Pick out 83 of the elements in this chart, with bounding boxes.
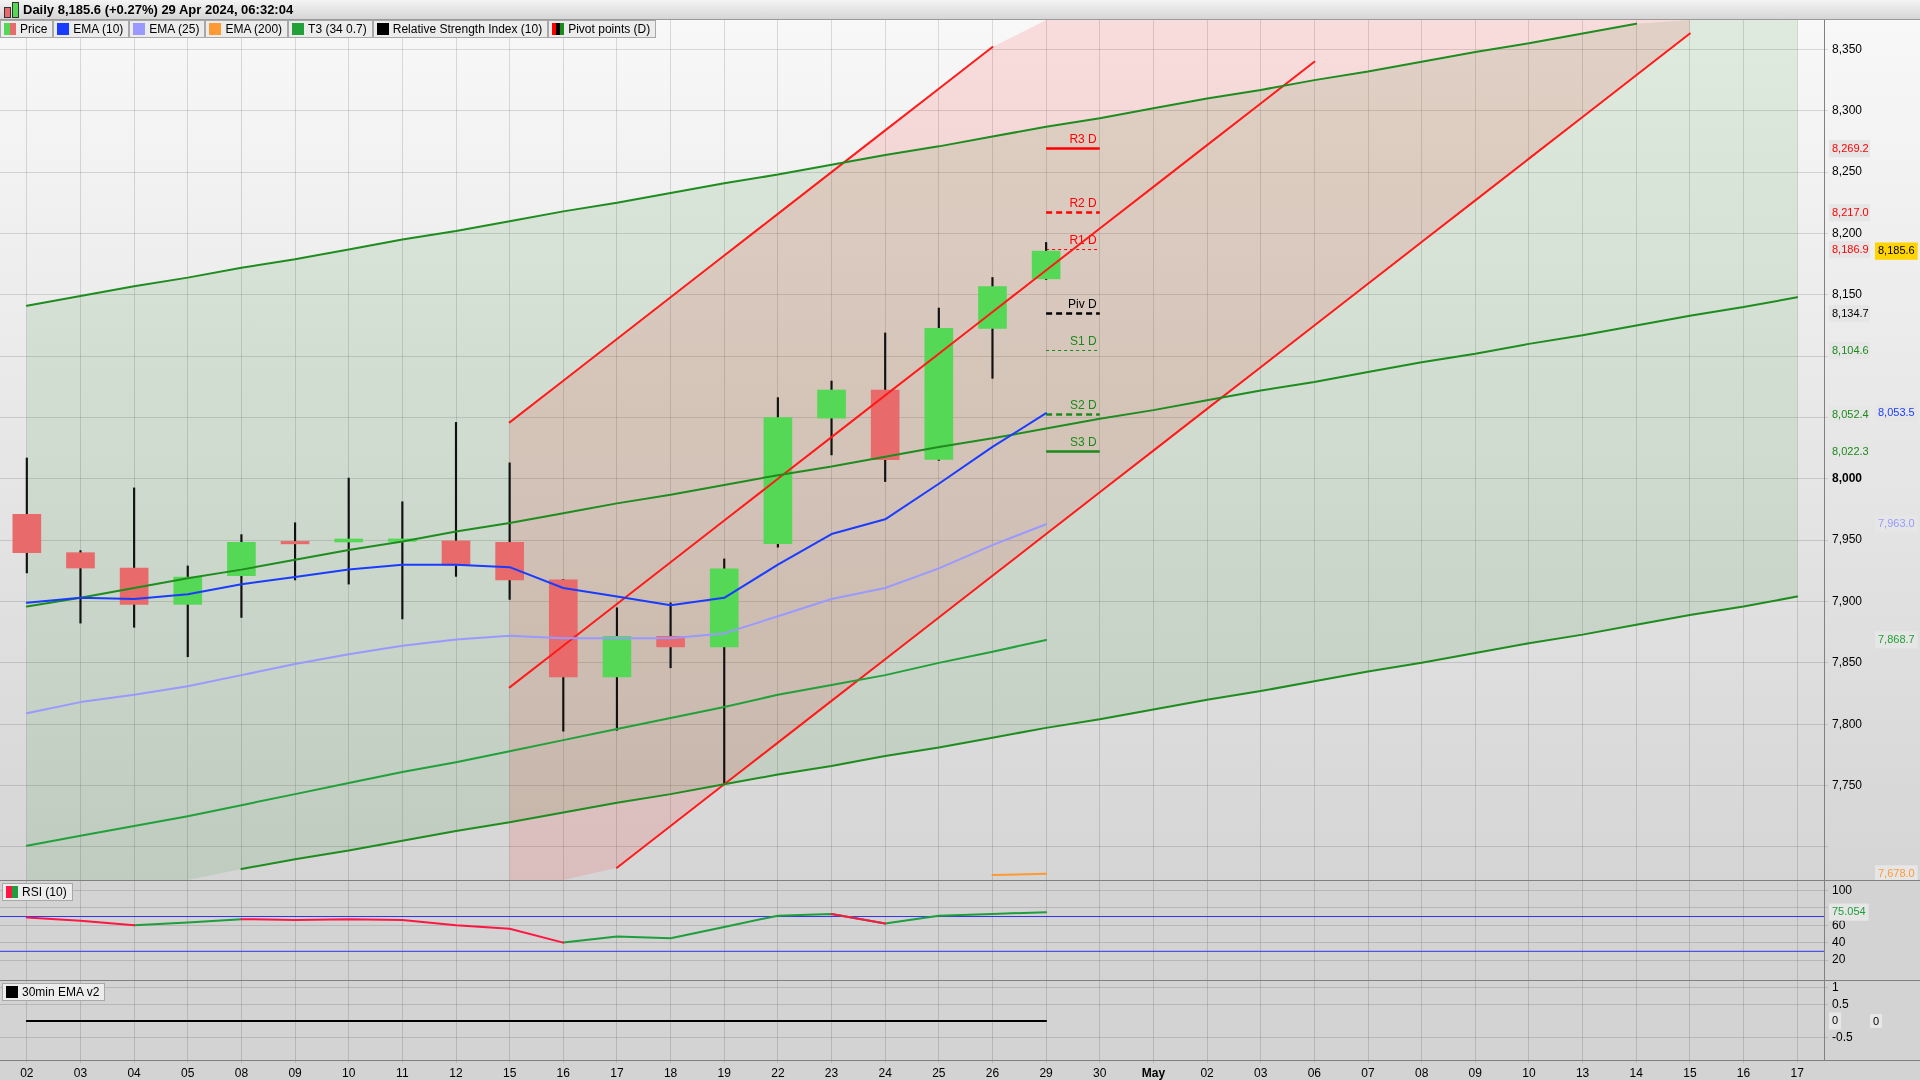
x-tick-label: 17 <box>1790 1065 1805 1080</box>
x-tick-label: 03 <box>1254 1065 1268 1080</box>
annotation: Pivot points (D) <box>548 20 657 38</box>
y-tick-label: -0.5 <box>1832 1030 1853 1045</box>
chart-title: Daily 8,185.6 (+0.27%) 29 Apr 2024, 06:32:04 <box>23 2 294 17</box>
text: 30min EMA v2 <box>2 983 106 1001</box>
y-tick-label: 8,250 <box>1832 164 1863 179</box>
y-tick-label: 8,200 <box>1832 225 1863 240</box>
y2-tick-label: 7,868.7 <box>1878 632 1915 645</box>
x-tick-label: 18 <box>663 1065 678 1080</box>
x-tick-label: 23 <box>824 1065 839 1080</box>
y2-tick-label: 8,185.6 <box>1878 244 1915 257</box>
x-tick-label: 25 <box>932 1065 946 1080</box>
x-tick-label: 04 <box>127 1065 142 1080</box>
y-tick-label: 60 <box>1832 917 1846 932</box>
x-tick-label: 06 <box>1307 1065 1322 1080</box>
x-tick-label: 15 <box>502 1065 517 1080</box>
y-tick-label: 7,800 <box>1832 716 1863 731</box>
x-tick-label: 12 <box>449 1065 463 1080</box>
y-tick-label: 7,950 <box>1832 532 1863 547</box>
x-tick-label: 15 <box>1683 1065 1697 1080</box>
x-tick-label: 03 <box>73 1065 88 1080</box>
x-tick-label: 10 <box>342 1065 356 1080</box>
annotation: Relative Strength Index (10) <box>372 20 549 38</box>
y-tick-label: 8,269.2 <box>1832 141 1869 154</box>
y-tick-label: 1 <box>1832 979 1839 994</box>
ref-line-label: Piv D <box>1068 296 1098 311</box>
y-tick-label: 0.5 <box>1832 996 1850 1011</box>
x-tick-label: 16 <box>556 1065 571 1080</box>
ref-line-label: S1 D <box>1070 333 1098 348</box>
y-tick-label: 7,900 <box>1832 593 1863 608</box>
x-tick-label: 02 <box>1200 1065 1215 1080</box>
y-tick-label: 8,022.3 <box>1832 444 1869 457</box>
y2-tick-label: 7,963.0 <box>1878 517 1915 530</box>
y2-tick-label: 8,053.5 <box>1878 406 1915 419</box>
y-tick-label: 8,150 <box>1832 287 1863 302</box>
y2-tick-label: 7,678.0 <box>1878 866 1915 879</box>
y-tick-label: 100 <box>1832 882 1853 897</box>
x-tick-label: 22 <box>771 1065 785 1080</box>
x-tick-label: 16 <box>1736 1065 1751 1080</box>
y-tick-label: 8,052.4 <box>1832 407 1869 420</box>
ref-line-label: R3 D <box>1069 131 1098 146</box>
y-tick-label: 8,300 <box>1832 103 1863 118</box>
y-tick-label: 40 <box>1832 934 1846 949</box>
y-tick-label: 8,000 <box>1832 471 1863 486</box>
y-tick-label: 8,134.7 <box>1832 306 1869 319</box>
x-tick-label: 09 <box>1468 1065 1483 1080</box>
legend-label: EMA (25) <box>129 20 206 38</box>
y-tick-label: 75.054 <box>1832 905 1866 918</box>
y-tick-label: 8,186.9 <box>1832 242 1869 255</box>
text: 0 <box>1873 1014 1880 1027</box>
x-tick-label: May <box>1141 1065 1166 1080</box>
y-tick-label: 7,850 <box>1832 655 1863 670</box>
legend-label: T3 (34 0.7) <box>288 20 373 38</box>
y-tick-label: 8,217.0 <box>1832 205 1869 218</box>
legend-label: Price <box>0 20 54 38</box>
x-tick-label: 19 <box>717 1065 732 1080</box>
y-tick-label: 0 <box>1832 1014 1839 1027</box>
y-tick-label: 8,104.6 <box>1832 343 1869 356</box>
ref-line-label: S3 D <box>1070 434 1098 449</box>
x-tick-label: 09 <box>288 1065 303 1080</box>
y-tick-label: 8,350 <box>1832 41 1863 56</box>
x-tick-label: 05 <box>181 1065 195 1080</box>
text: RSI (10) <box>2 883 73 901</box>
x-tick-label: 17 <box>610 1065 624 1080</box>
x-tick-label: 13 <box>1575 1065 1590 1080</box>
x-tick-label: 29 <box>1039 1065 1054 1080</box>
y-tick-label: 20 <box>1832 952 1846 967</box>
ref-line-label: S2 D <box>1070 397 1098 412</box>
y-tick-label: 7,750 <box>1832 777 1863 792</box>
x-tick-label: 30 <box>1093 1065 1107 1080</box>
x-tick-label: 24 <box>878 1065 893 1080</box>
x-tick-label: 10 <box>1522 1065 1536 1080</box>
x-tick-label: 02 <box>20 1065 34 1080</box>
x-tick-label: 08 <box>1414 1065 1429 1080</box>
ref-line-label: R2 D <box>1069 195 1098 210</box>
x-tick-label: 11 <box>396 1065 409 1080</box>
legend-label: EMA (10) <box>53 20 130 38</box>
x-tick-label: 26 <box>985 1065 1000 1080</box>
x-tick-label: 07 <box>1361 1065 1375 1080</box>
x-tick-label: 14 <box>1629 1065 1644 1080</box>
legend-label: EMA (200) <box>205 20 289 38</box>
x-tick-label: 08 <box>234 1065 249 1080</box>
